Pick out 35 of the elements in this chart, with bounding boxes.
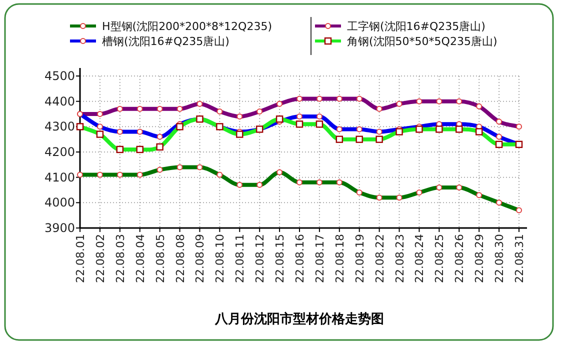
x-tick-label: 22.08.23 (393, 234, 406, 283)
x-tick-label: 22.08.29 (473, 234, 486, 283)
x-tick-label: 22.08.09 (194, 234, 207, 283)
y-tick-label: 4500 (44, 69, 75, 83)
x-tick-label: 22.08.01 (74, 234, 87, 283)
x-tick-label: 22.08.22 (373, 234, 386, 283)
x-tick-label: 22.08.02 (94, 234, 107, 283)
x-tick-label: 22.08.18 (333, 234, 346, 283)
y-tick-label: 4300 (44, 120, 75, 134)
x-tick-label: 22.08.17 (313, 234, 326, 283)
x-tick-label: 22.08.26 (453, 234, 466, 283)
x-tick-label: 22.08.16 (294, 234, 306, 283)
y-tick-label: 4000 (44, 196, 75, 210)
legend-label: 槽钢(沈阳16#Q235唐山) (102, 35, 230, 48)
legend-label: 角钢(沈阳50*50*5Q235唐山) (347, 35, 498, 48)
x-tick-label: 22.08.12 (254, 234, 267, 283)
x-tick-label: 22.08.24 (413, 234, 426, 283)
y-tick-label: 4400 (44, 94, 75, 108)
x-tick-label: 22.08.11 (234, 234, 247, 283)
x-tick-label: 22.08.25 (433, 234, 446, 283)
legend-label: H型钢(沈阳200*200*8*12Q235) (102, 20, 272, 33)
y-tick-label: 3900 (44, 221, 75, 235)
y-tick-label: 4200 (44, 145, 75, 159)
x-tick-label: 22.08.03 (114, 234, 127, 283)
y-tick-label: 4100 (44, 170, 75, 184)
legend-label: 工字钢(沈阳16#Q235唐山) (347, 20, 486, 33)
x-tick-label: 22.08.19 (353, 234, 366, 283)
x-tick-label: 22.08.05 (154, 234, 167, 283)
x-tick-label: 22.08.30 (493, 234, 506, 283)
x-tick-label: 22.08.08 (174, 234, 187, 283)
x-tick-label: 22.08.31 (513, 234, 526, 283)
x-tick-label: 22.08.15 (274, 234, 287, 283)
text: 八月份沈阳市型材价格走势图 (214, 311, 384, 327)
x-tick-label: 22.08.10 (214, 234, 227, 283)
x-tick-label: 22.08.04 (134, 234, 147, 283)
